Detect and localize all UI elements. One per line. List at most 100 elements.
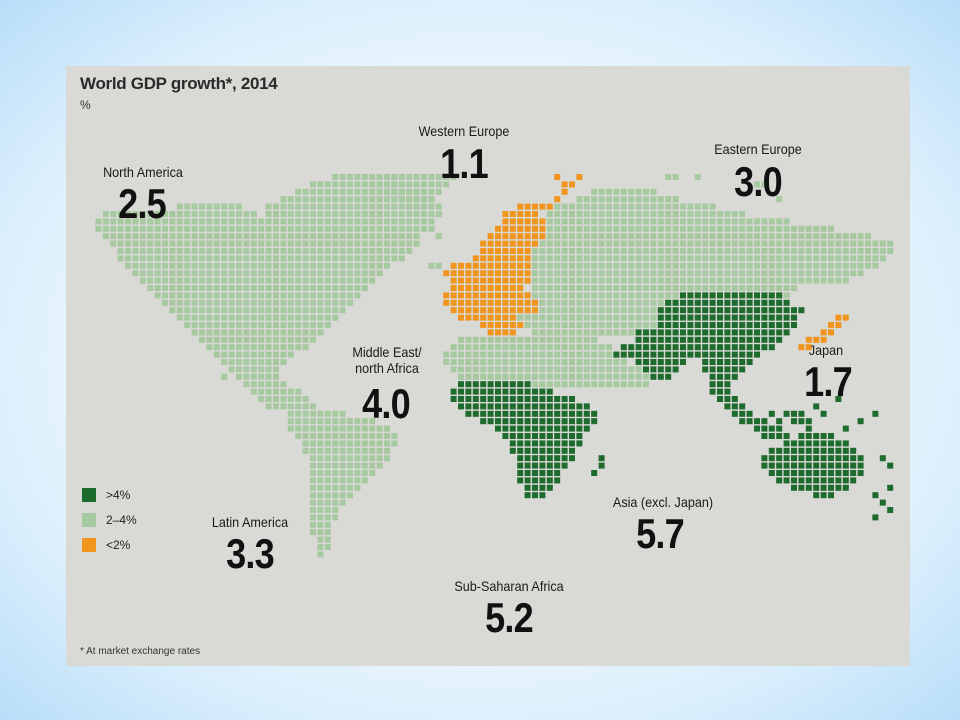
map-cell-eastern-europe [620,188,627,195]
map-cell-eastern-europe [628,292,635,299]
map-cell-north-america [236,359,242,365]
map-cell-eastern-europe [731,240,738,247]
map-cell-north-america [287,388,294,395]
map-cell-island [872,492,879,499]
legend-swatch-low [82,537,96,552]
map-cell-north-america [199,255,205,262]
map-cell-eastern-europe [776,240,783,247]
map-cell-eastern-europe [650,292,657,299]
map-cell-eastern-europe [761,277,768,284]
map-cell-north-america [273,292,279,299]
map-cell-sub-saharan-africa [554,425,561,432]
map-cell-north-america [354,255,361,262]
map-cell-eastern-europe [680,240,686,247]
map-cell-greenland [421,181,427,188]
map-cell-island [561,188,568,195]
map-cell-north-america [221,314,228,321]
map-cell-north-america [287,270,294,277]
map-cell-north-america [361,211,368,217]
map-cell-eastern-europe [546,233,553,240]
map-cell-sub-saharan-africa [524,388,531,395]
map-cell-western-europe [450,270,457,277]
map-cell-eastern-europe [650,270,657,277]
map-cell-sub-saharan-africa [539,462,546,469]
map-cell-australia [828,477,834,484]
map-cell-north-america [295,270,302,277]
map-cell-north-america [125,240,131,247]
map-cell-eastern-europe [591,262,598,269]
map-cell-eastern-europe [731,255,738,262]
map-cell-asia [643,344,649,351]
map-cell-north-america [265,233,272,240]
map-cell-latin-america [310,529,316,536]
map-cell-asia [665,344,672,351]
map-cell-latin-america [295,425,302,432]
map-cell-eastern-europe [613,203,620,210]
map-cell-asia [717,322,723,328]
map-cell-north-america [199,277,205,284]
map-cell-north-america [332,248,339,254]
map-cell-greenland [450,174,457,180]
map-cell-north-america [384,233,390,240]
map-cell-eastern-europe [576,307,583,314]
map-cell-eastern-europe [598,203,605,210]
map-cell-asia [754,344,760,351]
map-cell-mena [480,336,487,343]
map-cell-north-america [228,359,235,365]
map-cell-western-europe [465,299,472,306]
map-cell-mena [465,373,472,380]
map-cell-mena [509,344,516,351]
map-cell-western-europe [517,277,524,284]
map-cell-asia [709,381,716,388]
map-cell-eastern-europe [665,292,672,299]
map-cell-mena [487,344,494,351]
map-cell-eastern-europe [554,270,561,277]
map-cell-mena [606,366,612,373]
map-cell-mena [583,366,590,373]
map-cell-sub-saharan-africa [509,418,516,425]
map-cell-eastern-europe [643,299,649,306]
map-cell-eastern-europe [813,225,820,232]
map-cell-eastern-europe [783,248,790,254]
map-cell-north-america [206,262,213,269]
map-cell-north-america [191,307,198,314]
map-cell-north-america [154,211,161,217]
map-cell-australia [835,484,842,491]
map-cell-latin-america [310,499,316,506]
map-cell-mena [613,366,620,373]
map-cell-north-america [221,255,228,262]
map-cell-eastern-europe [657,196,664,203]
map-cell-eastern-europe [672,233,679,240]
map-cell-sub-saharan-africa [561,410,568,417]
map-cell-eastern-europe [665,203,672,210]
map-cell-north-america [295,233,302,240]
map-cell-north-america [110,218,117,225]
map-cell-latin-america [324,425,331,432]
map-cell-north-america [361,203,368,210]
map-cell-latin-america [332,462,339,469]
map-cell-north-america [199,292,205,299]
map-cell-north-america [280,359,287,365]
map-cell-eastern-europe [739,255,746,262]
map-cell-north-america [369,225,376,232]
map-cell-eastern-europe [576,285,583,291]
map-cell-north-america [273,299,279,306]
map-cell-western-europe [495,292,501,299]
map-cell-north-america [236,255,242,262]
map-cell-latin-america [317,484,324,491]
map-cell-asia [665,336,672,343]
map-cell-north-america [162,248,168,254]
map-cell-asia [694,351,701,358]
map-cell-north-america [213,285,220,291]
map-cell-sub-saharan-africa [502,403,509,410]
map-cell-north-america [324,196,331,203]
map-cell-north-america [213,322,220,328]
map-cell-australia [783,462,790,469]
map-cell-north-america [295,322,302,328]
map-cell-north-america [339,196,346,203]
map-cell-eastern-europe [546,277,553,284]
map-cell-asia [680,314,686,321]
map-cell-north-america [243,292,250,299]
map-cell-eastern-europe [620,314,627,321]
map-cell-eastern-europe [724,270,731,277]
